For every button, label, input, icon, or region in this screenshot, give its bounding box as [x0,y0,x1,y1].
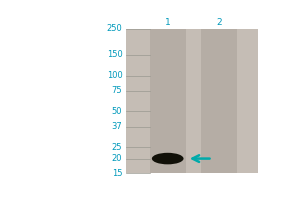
Text: 50: 50 [112,107,122,116]
Bar [126,29,258,173]
Text: 2: 2 [216,18,222,27]
Text: 250: 250 [106,24,122,33]
Text: 20: 20 [112,154,122,163]
Text: 15: 15 [112,169,122,178]
Ellipse shape [152,153,184,164]
Bar [201,29,237,173]
Bar [150,29,186,173]
Text: 100: 100 [106,71,122,80]
Text: 37: 37 [112,122,122,131]
Text: 25: 25 [112,143,122,152]
Text: 150: 150 [106,50,122,59]
Text: 75: 75 [112,86,122,95]
Text: 1: 1 [165,18,171,27]
